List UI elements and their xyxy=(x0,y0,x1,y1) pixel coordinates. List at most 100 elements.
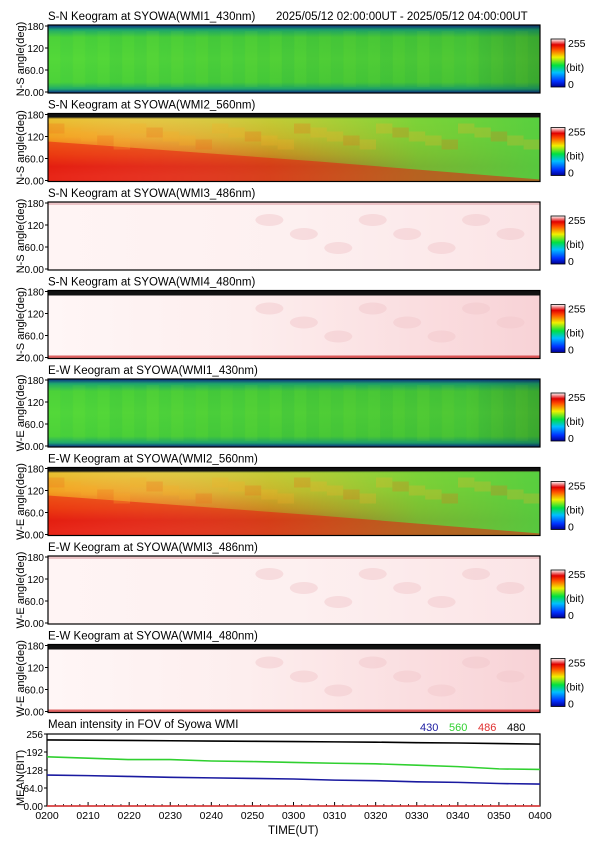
panel-frame xyxy=(47,112,541,183)
panel-title: S-N Keogram at SYOWA(WMI2_560nm) xyxy=(48,100,255,112)
y-tick-label: 0.00 xyxy=(25,354,45,365)
colorbar: 255 (bit) 0 xyxy=(550,658,586,711)
chart-x-tick-label: 0210 xyxy=(76,810,100,822)
keogram-panel: S-N Keogram at SYOWA(WMI4_480nm) 180 120 60… xyxy=(15,277,586,365)
colorbar-min: 0 xyxy=(568,522,574,534)
chart-x-tick-label: 0340 xyxy=(446,810,470,822)
colorbar-unit: (bit) xyxy=(566,151,584,163)
panel-title: S-N Keogram at SYOWA(WMI3_486nm) xyxy=(48,188,255,200)
colorbar-unit: (bit) xyxy=(566,62,584,74)
y-tick-label: 120 xyxy=(27,221,44,232)
y-tick-label: 180 xyxy=(27,376,44,387)
y-tick-label: 180 xyxy=(27,288,44,299)
time-range-header: 2025/05/12 02:00:00UT - 2025/05/12 04:00… xyxy=(276,11,528,23)
panel-title: E-W Keogram at SYOWA(WMI1_430nm) xyxy=(48,365,258,377)
y-tick-label: 120 xyxy=(27,664,44,675)
keogram-panel: E-W Keogram at SYOWA(WMI4_480nm) 180 120 60… xyxy=(15,631,586,719)
y-tick-label: 180 xyxy=(27,22,44,33)
colorbar-unit: (bit) xyxy=(566,593,584,605)
keogram-image xyxy=(48,290,540,359)
panel-ylabel: N-S angle(deg) xyxy=(15,199,27,274)
y-tick-label: 60.0 xyxy=(25,509,45,520)
chart-x-tick-label: 0200 xyxy=(35,810,59,822)
chart-series-lines xyxy=(46,739,541,807)
series-line-430 xyxy=(46,774,541,785)
keogram-image xyxy=(48,113,540,182)
panel-ylabel: N-S angle(deg) xyxy=(15,110,27,185)
colorbar-max: 255 xyxy=(568,38,586,50)
y-tick-label: 60.0 xyxy=(25,332,45,343)
y-tick-label: 180 xyxy=(27,199,44,210)
colorbar-min: 0 xyxy=(568,610,574,622)
panel-ylabel: W-E angle(deg) xyxy=(15,375,27,452)
colorbar-max: 255 xyxy=(568,658,586,670)
colorbar-min: 0 xyxy=(568,256,574,268)
chart-y-tick-label: 128 xyxy=(26,766,43,777)
legend-entry-480: 480 xyxy=(507,722,525,734)
series-line-480 xyxy=(46,739,541,745)
panel-frame xyxy=(47,201,541,271)
colorbar-unit: (bit) xyxy=(566,328,584,340)
colorbar-max: 255 xyxy=(568,569,586,581)
colorbar: 255 (bit) 0 xyxy=(550,304,586,357)
y-tick-label: 180 xyxy=(27,465,44,476)
y-tick-label: 60.0 xyxy=(25,243,45,254)
y-tick-label: 120 xyxy=(27,398,44,409)
colorbar-unit: (bit) xyxy=(566,416,584,428)
chart-plot-frame xyxy=(46,733,541,807)
panel-ylabel: W-E angle(deg) xyxy=(15,640,27,717)
y-tick-label: 120 xyxy=(27,575,44,586)
panel-title: S-N Keogram at SYOWA(WMI1_430nm) xyxy=(48,11,255,23)
chart-x-tick-label: 0230 xyxy=(159,810,183,822)
colorbar-min: 0 xyxy=(568,79,574,91)
chart-x-tick-label: 0400 xyxy=(528,810,552,822)
chart-y-tick-label: 64.0 xyxy=(24,784,44,795)
panel-frame xyxy=(47,24,541,94)
panel-frame xyxy=(47,643,541,714)
y-tick-label: 180 xyxy=(27,642,44,653)
keogram-panel: E-W Keogram at SYOWA(WMI2_560nm) 180 120 60… xyxy=(15,454,586,542)
chart-ylabel: MEAN(BIT) xyxy=(15,750,27,806)
colorbar: 255 (bit) 0 xyxy=(550,38,586,91)
y-tick-label: 120 xyxy=(27,133,44,144)
keogram-panel: E-W Keogram at SYOWA(WMI1_430nm) 180 120 60… xyxy=(15,365,586,453)
legend-entry-486: 486 xyxy=(478,722,496,734)
y-tick-label: 120 xyxy=(27,44,44,55)
colorbar-unit: (bit) xyxy=(566,239,584,251)
chart-y-tick-label: 192 xyxy=(26,748,43,759)
y-tick-label: 120 xyxy=(27,487,44,498)
keogram-panels: S-N Keogram at SYOWA(WMI1_430nm) 180 120 60… xyxy=(15,11,586,719)
panel-frame xyxy=(47,378,541,448)
keogram-image xyxy=(48,644,540,713)
chart-y-ticks: 256 192 128 64.0 0.00 xyxy=(24,730,47,813)
keogram-image xyxy=(48,556,540,624)
colorbar-min: 0 xyxy=(568,168,574,180)
chart-x-tick-label: 0250 xyxy=(241,810,265,822)
keogram-image xyxy=(48,467,540,536)
chart-x-tick-label: 0220 xyxy=(117,810,141,822)
colorbar: 255 (bit) 0 xyxy=(550,481,586,534)
colorbar-min: 0 xyxy=(568,699,574,711)
colorbar-unit: (bit) xyxy=(566,505,584,517)
series-line-560 xyxy=(46,755,541,771)
panel-title: E-W Keogram at SYOWA(WMI2_560nm) xyxy=(48,454,258,466)
y-tick-label: 0.00 xyxy=(25,531,45,542)
colorbar-min: 0 xyxy=(568,433,574,445)
y-tick-label: 60.0 xyxy=(25,686,45,697)
y-tick-label: 60.0 xyxy=(25,66,45,77)
colorbar-max: 255 xyxy=(568,304,586,316)
chart-legend: 430 560 486 480 xyxy=(420,722,525,734)
colorbar-unit: (bit) xyxy=(566,682,584,694)
y-tick-label: 60.0 xyxy=(25,597,45,608)
y-tick-label: 0.00 xyxy=(25,88,45,99)
y-tick-label: 60.0 xyxy=(25,420,45,431)
chart-x-tick-label: 0320 xyxy=(364,810,388,822)
colorbar-max: 255 xyxy=(568,215,586,227)
chart-x-tick-label: 0350 xyxy=(487,810,511,822)
panel-ylabel: N-S angle(deg) xyxy=(15,287,27,362)
panel-title: E-W Keogram at SYOWA(WMI4_480nm) xyxy=(48,631,258,643)
chart-x-ticks: 0200 0210 0220 0230 0240 0250 0300 0310 0320 0330… xyxy=(35,802,552,822)
y-tick-label: 0.00 xyxy=(25,708,45,719)
colorbar-min: 0 xyxy=(568,345,574,357)
